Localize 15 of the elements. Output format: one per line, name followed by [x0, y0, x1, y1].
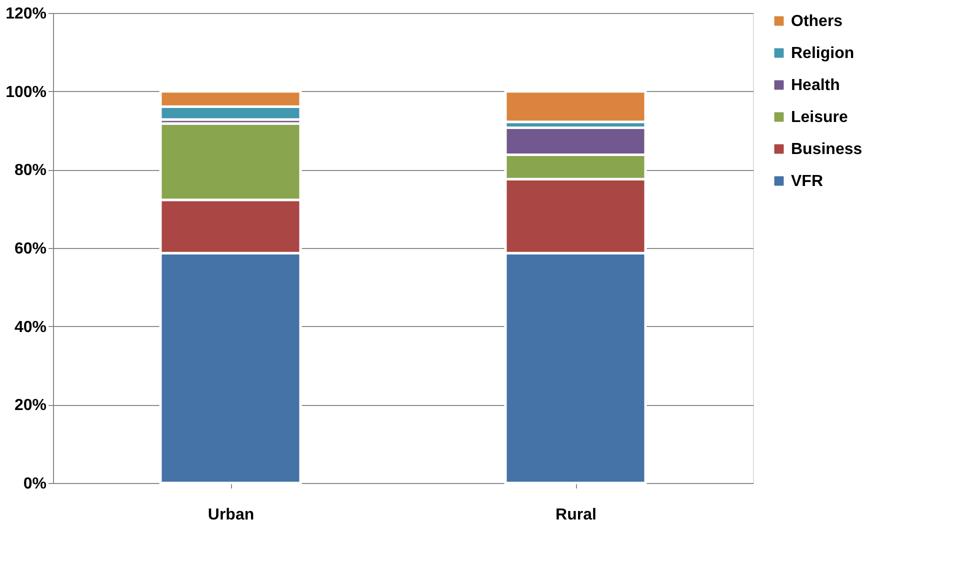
legend-label: VFR — [791, 173, 824, 190]
y-tick-label: 120% — [6, 6, 46, 22]
y-tick-label: 60% — [14, 240, 46, 258]
y-tick-label: 80% — [14, 162, 46, 180]
legend-label: Business — [791, 141, 862, 158]
y-tick-label: 40% — [14, 318, 46, 336]
y-tick-label: 20% — [14, 397, 46, 414]
x-tick-label: Urban — [208, 506, 254, 524]
y-tick-label: 0% — [23, 476, 46, 492]
legend-label: Religion — [791, 45, 854, 62]
legend-label: Others — [791, 13, 843, 30]
legend-label: Health — [791, 77, 840, 94]
legend-label: Leisure — [791, 109, 848, 126]
x-tick-label: Rural — [556, 506, 596, 524]
y-tick-label: 100% — [6, 84, 46, 101]
